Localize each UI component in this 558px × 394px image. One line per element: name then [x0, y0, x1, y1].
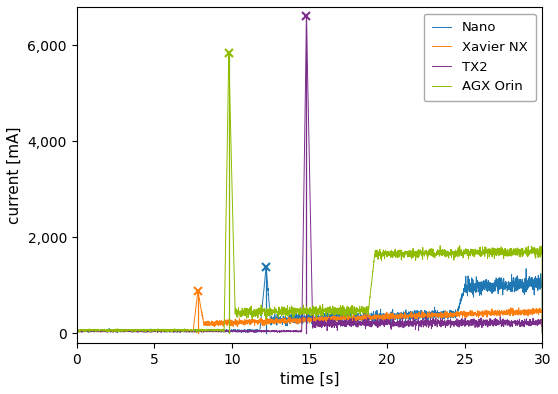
AGX Orin — [154, 327, 161, 332]
Nano — [252, 329, 258, 334]
Line: Xavier NX: Xavier NX — [76, 292, 542, 333]
AGX Orin — [127, 328, 133, 333]
AGX Orin — [225, 53, 232, 58]
Nano — [530, 283, 537, 288]
Xavier NX — [272, 316, 279, 320]
TX2 — [272, 329, 279, 334]
AGX Orin — [530, 251, 537, 255]
Line: TX2: TX2 — [76, 18, 542, 333]
Xavier NX — [539, 331, 546, 336]
Nano — [154, 329, 161, 334]
Nano — [480, 282, 487, 287]
Nano — [272, 318, 279, 323]
Legend: Nano, Xavier NX, TX2, AGX Orin: Nano, Xavier NX, TX2, AGX Orin — [424, 13, 536, 101]
Nano — [127, 328, 133, 333]
AGX Orin — [272, 309, 279, 314]
Y-axis label: current [mA]: current [mA] — [7, 126, 22, 224]
TX2 — [480, 323, 487, 328]
Xavier NX — [252, 320, 259, 324]
Xavier NX — [127, 329, 133, 333]
Xavier NX — [195, 289, 201, 294]
Line: Nano: Nano — [76, 267, 542, 333]
Xavier NX — [154, 329, 161, 334]
TX2 — [154, 330, 161, 335]
Nano — [263, 264, 270, 269]
AGX Orin — [252, 314, 259, 319]
Line: AGX Orin: AGX Orin — [76, 56, 542, 333]
Nano — [73, 328, 80, 333]
TX2 — [127, 329, 133, 334]
TX2 — [73, 329, 80, 333]
AGX Orin — [73, 327, 80, 332]
AGX Orin — [539, 331, 546, 336]
X-axis label: time [s]: time [s] — [280, 372, 339, 387]
TX2 — [252, 328, 258, 333]
TX2 — [539, 331, 546, 336]
Xavier NX — [480, 311, 487, 316]
TX2 — [303, 15, 310, 20]
Xavier NX — [530, 311, 537, 316]
Nano — [539, 331, 546, 336]
TX2 — [530, 321, 537, 325]
Xavier NX — [73, 329, 80, 333]
AGX Orin — [480, 250, 487, 255]
